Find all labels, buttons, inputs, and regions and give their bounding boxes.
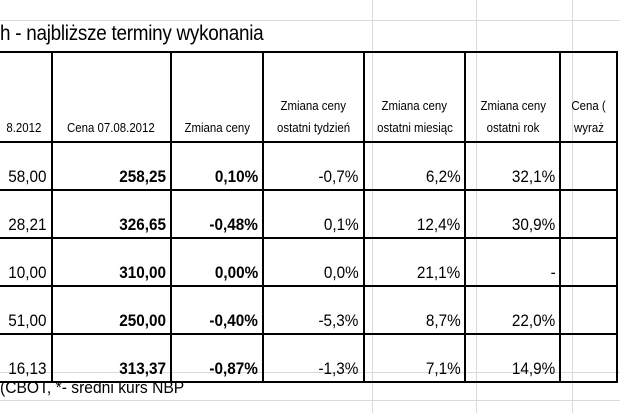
price-table: 8.2012 Cena 07.08.2012 Zmiana ceny Zmiana c… — [0, 51, 618, 383]
table-cell: -0,48% — [170, 189, 265, 239]
cell-value: 28,21 — [8, 215, 47, 234]
table-cell: 0,0% — [262, 237, 365, 287]
table-row: 28,21 326,65 -0,48% 0,1% 12,4% 30,9% — [0, 189, 618, 239]
table-cell: 10,00 — [0, 237, 53, 287]
table-row: 16,13 313,37 -0,87% -1,3% 7,1% 14,9% — [0, 333, 618, 383]
table-cell: 0,10% — [170, 141, 265, 191]
column-header: Zmiana ceny ostatni tydzień — [262, 51, 365, 143]
table-cell: 21,1% — [362, 237, 467, 287]
table-row: 10,00 310,00 0,00% 0,0% 21,1% - — [0, 237, 618, 287]
column-header: Zmiana ceny — [170, 51, 265, 143]
table-cell: -1,3% — [262, 333, 365, 383]
column-header-text: ostatni rok — [486, 120, 540, 135]
table-cell: 326,65 — [50, 189, 173, 239]
table-cell: 30,9% — [464, 189, 562, 239]
table-cell: 28,21 — [0, 189, 53, 239]
column-header-text: 8.2012 — [6, 120, 42, 135]
cell-value: -5,3% — [318, 311, 359, 330]
table-cell: 6,2% — [362, 141, 467, 191]
cell-value: 22,0% — [512, 311, 556, 330]
table-cell: 51,00 — [0, 285, 53, 335]
cell-value: 51,00 — [8, 311, 47, 330]
table-cell: 16,13 — [0, 333, 53, 383]
table-cell: -0,87% — [170, 333, 265, 383]
table-cell: 310,00 — [50, 237, 173, 287]
table-cell: 0,00% — [170, 237, 265, 287]
column-header-text: Cena 07.08.2012 — [67, 120, 156, 135]
cell-value: 12,4% — [416, 215, 461, 234]
table-title: h - najbliższe terminy wykonania — [0, 22, 264, 45]
cell-value: 313,37 — [119, 359, 167, 378]
column-header-text: ostatni tydzień — [277, 120, 351, 135]
table-cell: 22,0% — [464, 285, 562, 335]
column-header: Cena ( wyraż — [559, 51, 618, 143]
cell-value: 258,25 — [119, 167, 167, 186]
cell-value: 14,9% — [512, 359, 556, 378]
column-header: 8.2012 — [0, 51, 53, 143]
table-cell: 258,25 — [50, 141, 173, 191]
cell-value: 58,00 — [8, 167, 47, 186]
table-cell — [559, 141, 618, 191]
column-header-text: Cena ( — [571, 98, 606, 113]
table-cell: 32,1% — [464, 141, 562, 191]
cell-value: 16,13 — [8, 359, 47, 378]
column-header-text: Zmiana ceny — [184, 120, 250, 135]
table-row: 58,00 258,25 0,10% -0,7% 6,2% 32,1% — [0, 141, 618, 191]
cell-value: 0,0% — [324, 263, 359, 282]
cell-value: 21,1% — [416, 263, 461, 282]
cell-value: 30,9% — [512, 215, 556, 234]
table-cell: 58,00 — [0, 141, 53, 191]
gridline — [0, 400, 620, 401]
table-cell: 0,1% — [262, 189, 365, 239]
table-cell: - — [464, 237, 562, 287]
table-cell — [559, 189, 618, 239]
cell-value: - — [550, 263, 556, 282]
table-cell: -5,3% — [262, 285, 365, 335]
table-cell: 14,9% — [464, 333, 562, 383]
cell-value: 8,7% — [425, 311, 461, 330]
cell-value: -0,48% — [209, 215, 259, 234]
cell-value: -1,3% — [318, 359, 359, 378]
table-cell: 250,00 — [50, 285, 173, 335]
cell-value: 250,00 — [119, 311, 167, 330]
cell-value: -0,87% — [209, 359, 259, 378]
table-cell: -0,40% — [170, 285, 265, 335]
column-header: Cena 07.08.2012 — [50, 51, 173, 143]
footnote: (CBOT, *- średni kurs NBP — [0, 378, 185, 397]
column-header: Zmiana ceny ostatni miesiąc — [362, 51, 467, 143]
cell-value: 0,10% — [214, 167, 259, 186]
cell-value: 0,1% — [324, 215, 359, 234]
table-cell: 313,37 — [50, 333, 173, 383]
table-cell: -0,7% — [262, 141, 365, 191]
column-header-text: Zmiana ceny — [381, 98, 448, 113]
cell-value: 326,65 — [119, 215, 167, 234]
gridline — [0, 20, 620, 21]
header-row: 8.2012 Cena 07.08.2012 Zmiana ceny Zmiana c… — [0, 51, 618, 143]
table-cell: 7,1% — [362, 333, 467, 383]
column-header: Zmiana ceny ostatni rok — [464, 51, 562, 143]
cell-value: 310,00 — [119, 263, 167, 282]
column-header-text: wyraż — [573, 120, 604, 135]
table-row: 51,00 250,00 -0,40% -5,3% 8,7% 22,0% — [0, 285, 618, 335]
cell-value: -0,40% — [209, 311, 259, 330]
column-header-text: Zmiana ceny — [480, 98, 546, 113]
cell-value: 7,1% — [425, 359, 461, 378]
cell-value: 0,00% — [214, 263, 259, 282]
table-cell: 12,4% — [362, 189, 467, 239]
column-header-text: ostatni miesiąc — [376, 120, 453, 135]
table-cell — [559, 285, 618, 335]
cell-value: 10,00 — [8, 263, 47, 282]
table-cell — [559, 333, 618, 383]
column-header-text: Zmiana ceny — [280, 98, 347, 113]
table-cell — [559, 237, 618, 287]
cell-value: 32,1% — [512, 167, 556, 186]
cell-value: 6,2% — [425, 167, 461, 186]
table-cell: 8,7% — [362, 285, 467, 335]
cell-value: -0,7% — [318, 167, 359, 186]
